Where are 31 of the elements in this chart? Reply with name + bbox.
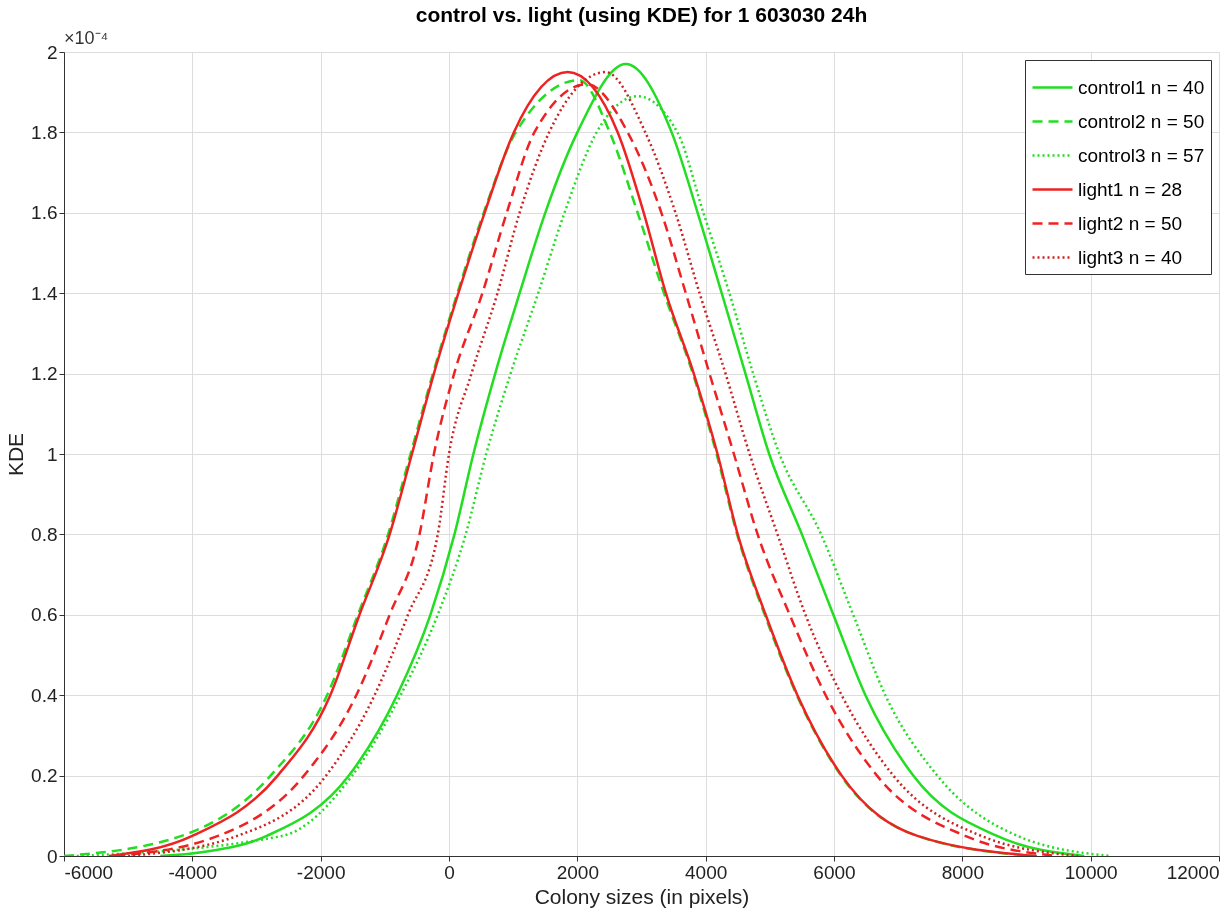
x-tick-label: 4000 xyxy=(685,861,728,883)
x-tick-label: 2000 xyxy=(556,861,599,883)
x-tick-label: -6000 xyxy=(64,861,114,883)
y-tick-label: 0.4 xyxy=(31,684,58,706)
legend-label: light3 n = 40 xyxy=(1078,246,1183,268)
legend-label: light1 n = 28 xyxy=(1078,178,1183,200)
y-tick-label: 2 xyxy=(46,41,58,63)
x-tick-label: 12000 xyxy=(1166,861,1220,883)
legend-label: control3 n = 57 xyxy=(1078,144,1205,166)
y-tick-label: 1.6 xyxy=(31,202,58,224)
y-axis-title: KDE xyxy=(4,432,28,477)
y-tick-label: 1.8 xyxy=(31,121,58,143)
y-tick-label: 1.2 xyxy=(31,363,58,385)
chart-title: control vs. light (using KDE) for 1 603030 24h xyxy=(415,3,868,26)
y-tick-label: 1 xyxy=(46,443,58,465)
legend-label: control2 n = 50 xyxy=(1078,110,1205,132)
text: ×10⁻⁴ xyxy=(64,28,109,48)
y-tick-label: 0 xyxy=(46,845,58,867)
legend-label: light2 n = 50 xyxy=(1078,212,1183,234)
legend-label: control1 n = 40 xyxy=(1078,76,1205,98)
y-tick-label: 0.8 xyxy=(31,523,58,545)
x-tick-label: 10000 xyxy=(1064,861,1118,883)
y-tick-label: 1.4 xyxy=(31,282,58,304)
x-tick-label: 6000 xyxy=(813,861,856,883)
x-tick-label: -2000 xyxy=(296,861,346,883)
y-tick-label: 0.2 xyxy=(31,765,58,787)
x-axis-title: Colony sizes (in pixels) xyxy=(534,884,750,908)
x-tick-label: 0 xyxy=(444,861,455,883)
y-tick-label: 0.6 xyxy=(31,604,58,626)
x-tick-label: 8000 xyxy=(941,861,984,883)
x-tick-label: -4000 xyxy=(168,861,218,883)
